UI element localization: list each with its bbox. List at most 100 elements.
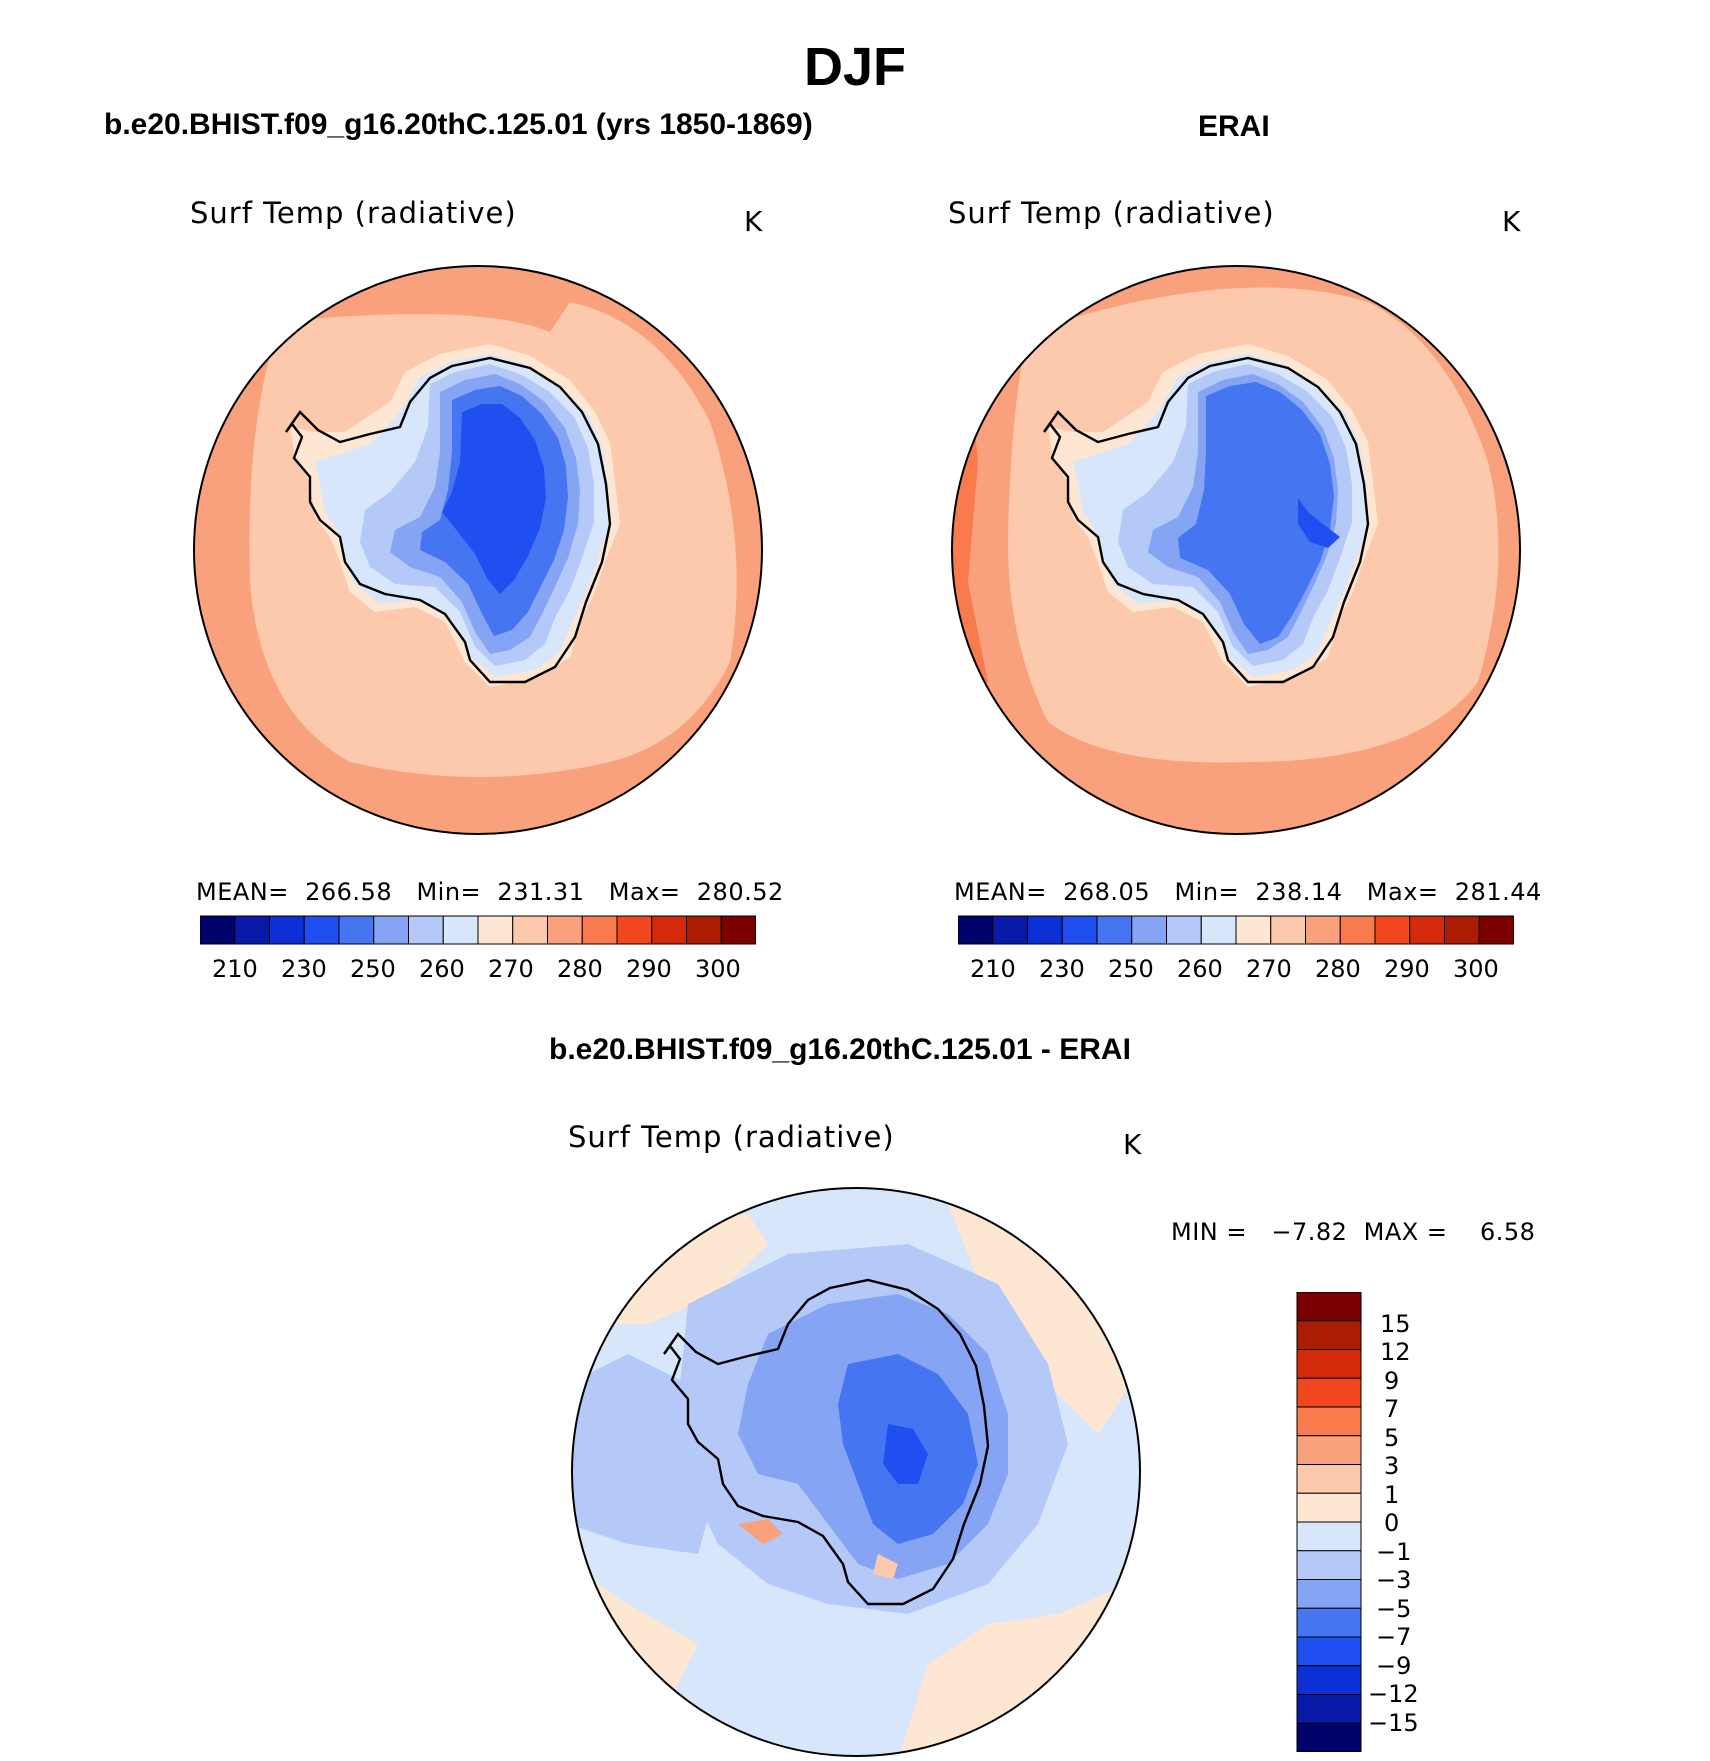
obs-colorbar-ticks: 210 230 250 260 270 280 290 300 bbox=[958, 955, 1514, 985]
model-antarctic-coastline bbox=[285, 356, 612, 684]
obs-colorbar bbox=[958, 915, 1514, 945]
model-map-border bbox=[193, 265, 763, 835]
model-ice-band-4 bbox=[442, 404, 546, 594]
figure-title: DJF bbox=[803, 37, 906, 97]
colorbar-swatch bbox=[477, 915, 514, 945]
colorbar-swatch bbox=[1296, 1636, 1362, 1667]
colorbar-swatch bbox=[1296, 1579, 1362, 1609]
diff-map-border bbox=[571, 1187, 1141, 1757]
diff-tick: −7 bbox=[1376, 1623, 1412, 1651]
diff-tick: 5 bbox=[1384, 1424, 1400, 1452]
obs-tick: 280 bbox=[1315, 955, 1361, 983]
colorbar-swatch bbox=[686, 915, 722, 945]
diff-panel-title: b.e20.BHIST.f09_g16.20thC.125.01 - ERAI bbox=[549, 1033, 1131, 1066]
diff-warm-patch bbox=[873, 1554, 898, 1579]
obs-map-border bbox=[951, 265, 1521, 835]
model-tick: 250 bbox=[350, 955, 396, 983]
diff-tick: 12 bbox=[1380, 1338, 1411, 1366]
colorbar-swatch bbox=[1305, 915, 1341, 945]
colorbar-swatch bbox=[1296, 1607, 1362, 1638]
colorbar-swatch bbox=[1296, 1464, 1362, 1494]
diff-polar-map bbox=[571, 1187, 1141, 1757]
diff-tick: −1 bbox=[1376, 1538, 1412, 1566]
diff-tick: 7 bbox=[1384, 1395, 1400, 1423]
colorbar-swatch bbox=[1444, 915, 1480, 945]
diff-warm-patch bbox=[738, 1519, 783, 1544]
colorbar-swatch bbox=[200, 915, 236, 945]
colorbar-swatch bbox=[1296, 1550, 1362, 1580]
colorbar-swatch bbox=[1296, 1349, 1362, 1379]
diff-tick: 1 bbox=[1384, 1481, 1400, 1509]
colorbar-swatch bbox=[269, 915, 305, 945]
colorbar-swatch bbox=[512, 915, 548, 945]
diff-tick: 9 bbox=[1384, 1367, 1400, 1395]
colorbar-swatch bbox=[1478, 915, 1514, 945]
colorbar-swatch bbox=[1131, 915, 1167, 945]
colorbar-swatch bbox=[234, 915, 270, 945]
colorbar-swatch bbox=[442, 915, 479, 945]
model-tick: 270 bbox=[488, 955, 534, 983]
diff-antarctic-coastline bbox=[663, 1278, 990, 1606]
model-units-label: K bbox=[744, 205, 763, 238]
obs-stats-line: MEAN= 268.05 Min= 238.14 Max= 281.44 bbox=[954, 878, 1542, 906]
obs-antarctic-coastline bbox=[1043, 356, 1370, 684]
model-tick: 230 bbox=[281, 955, 327, 983]
colorbar-swatch bbox=[1061, 915, 1098, 945]
colorbar-swatch bbox=[720, 915, 756, 945]
model-tick: 300 bbox=[695, 955, 741, 983]
colorbar-swatch bbox=[408, 915, 444, 945]
colorbar-swatch bbox=[1296, 1435, 1362, 1465]
colorbar-swatch bbox=[1200, 915, 1237, 945]
colorbar-swatch bbox=[1027, 915, 1063, 945]
model-variable-label: Surf Temp (radiative) bbox=[190, 196, 517, 230]
obs-tick: 230 bbox=[1039, 955, 1085, 983]
colorbar-swatch bbox=[958, 915, 994, 945]
colorbar-swatch bbox=[651, 915, 687, 945]
diff-tick: 0 bbox=[1384, 1509, 1400, 1537]
model-colorbar-ticks: 210 230 250 260 270 280 290 300 bbox=[200, 955, 756, 985]
colorbar-swatch bbox=[616, 915, 653, 945]
model-stats-line: MEAN= 266.58 Min= 231.31 Max= 280.52 bbox=[196, 878, 784, 906]
obs-tick: 260 bbox=[1177, 955, 1223, 983]
colorbar-swatch bbox=[1296, 1694, 1362, 1724]
colorbar-swatch bbox=[547, 915, 583, 945]
obs-tick: 270 bbox=[1246, 955, 1292, 983]
diff-cool-deep bbox=[883, 1424, 928, 1484]
colorbar-swatch bbox=[1296, 1292, 1362, 1322]
colorbar-swatch bbox=[1296, 1377, 1362, 1408]
colorbar-swatch bbox=[1096, 915, 1133, 945]
diff-units-label: K bbox=[1123, 1128, 1142, 1161]
diff-colorbar bbox=[1296, 1292, 1362, 1752]
colorbar-swatch bbox=[1339, 915, 1376, 945]
model-tick: 290 bbox=[626, 955, 672, 983]
model-panel-title: b.e20.BHIST.f09_g16.20thC.125.01 (yrs 18… bbox=[104, 108, 813, 141]
colorbar-swatch bbox=[1296, 1722, 1362, 1752]
model-polar-map bbox=[193, 265, 763, 835]
diff-stats-line: MIN = −7.82 MAX = 6.58 bbox=[1171, 1218, 1536, 1246]
obs-ice-core bbox=[1298, 498, 1340, 548]
model-tick: 210 bbox=[212, 955, 258, 983]
diff-tick: −12 bbox=[1368, 1680, 1419, 1708]
colorbar-swatch bbox=[1409, 915, 1445, 945]
colorbar-swatch bbox=[1270, 915, 1306, 945]
colorbar-swatch bbox=[1296, 1406, 1362, 1437]
colorbar-swatch bbox=[581, 915, 618, 945]
obs-tick: 210 bbox=[970, 955, 1016, 983]
colorbar-swatch bbox=[1374, 915, 1411, 945]
obs-variable-label: Surf Temp (radiative) bbox=[948, 196, 1275, 230]
obs-polar-map bbox=[951, 265, 1521, 835]
model-tick: 260 bbox=[419, 955, 465, 983]
colorbar-swatch bbox=[1296, 1521, 1362, 1552]
obs-ice-band-3 bbox=[1178, 382, 1334, 644]
diff-tick: −15 bbox=[1368, 1709, 1419, 1737]
obs-panel-title: ERAI bbox=[1198, 110, 1270, 143]
colorbar-swatch bbox=[303, 915, 340, 945]
obs-tick: 290 bbox=[1384, 955, 1430, 983]
diff-tick: −3 bbox=[1376, 1566, 1412, 1594]
colorbar-swatch bbox=[1166, 915, 1202, 945]
diff-tick: −9 bbox=[1376, 1652, 1412, 1680]
colorbar-swatch bbox=[1235, 915, 1272, 945]
colorbar-swatch bbox=[1296, 1665, 1362, 1695]
colorbar-swatch bbox=[338, 915, 375, 945]
colorbar-swatch bbox=[1296, 1492, 1362, 1523]
